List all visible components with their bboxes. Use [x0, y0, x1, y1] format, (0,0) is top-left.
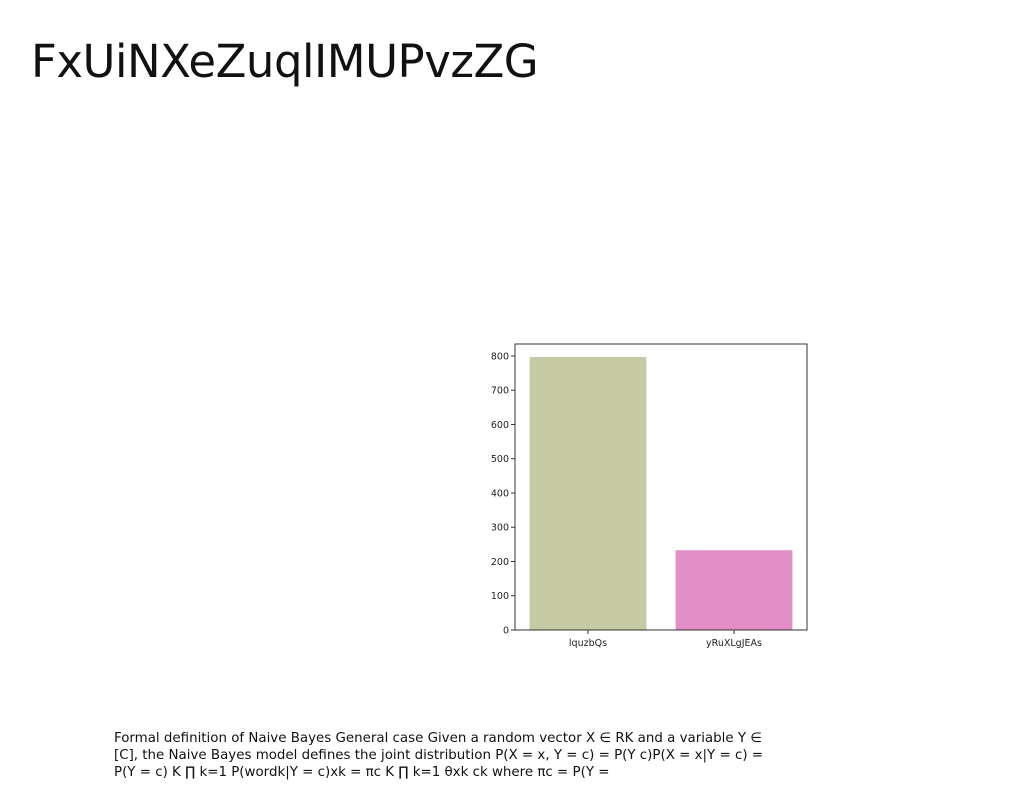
plot-frame — [514, 343, 808, 631]
bar-yRuXLgJEAs — [675, 550, 793, 630]
y-tick-label: 600 — [491, 420, 509, 431]
x-tick-label: yRuXLgJEAs — [706, 638, 762, 649]
y-tick-label: 200 — [491, 557, 509, 568]
x-axis: lquzbQs yRuXLgJEAs — [569, 630, 762, 649]
y-tick-label: 500 — [491, 454, 509, 465]
y-tick-label: 400 — [491, 488, 509, 499]
bar-lquzbQs — [529, 357, 647, 630]
slide-title: FxUiNXeZuqlIMUPvzZG — [31, 35, 539, 88]
bar-chart: 0 100 200 300 400 500 600 700 800 lquzbQs yRuXLgJ… — [491, 343, 808, 649]
bars-group — [529, 357, 793, 630]
slide-caption: Formal definition of Naive Bayes General… — [114, 731, 764, 780]
y-tick-label: 0 — [503, 626, 509, 637]
y-tick-label: 100 — [491, 591, 509, 602]
x-tick-label: lquzbQs — [569, 638, 607, 649]
y-tick-label: 800 — [491, 351, 509, 362]
y-axis: 0 100 200 300 400 500 600 700 800 — [491, 351, 515, 637]
y-tick-label: 700 — [491, 386, 509, 397]
y-tick-label: 300 — [491, 523, 509, 534]
